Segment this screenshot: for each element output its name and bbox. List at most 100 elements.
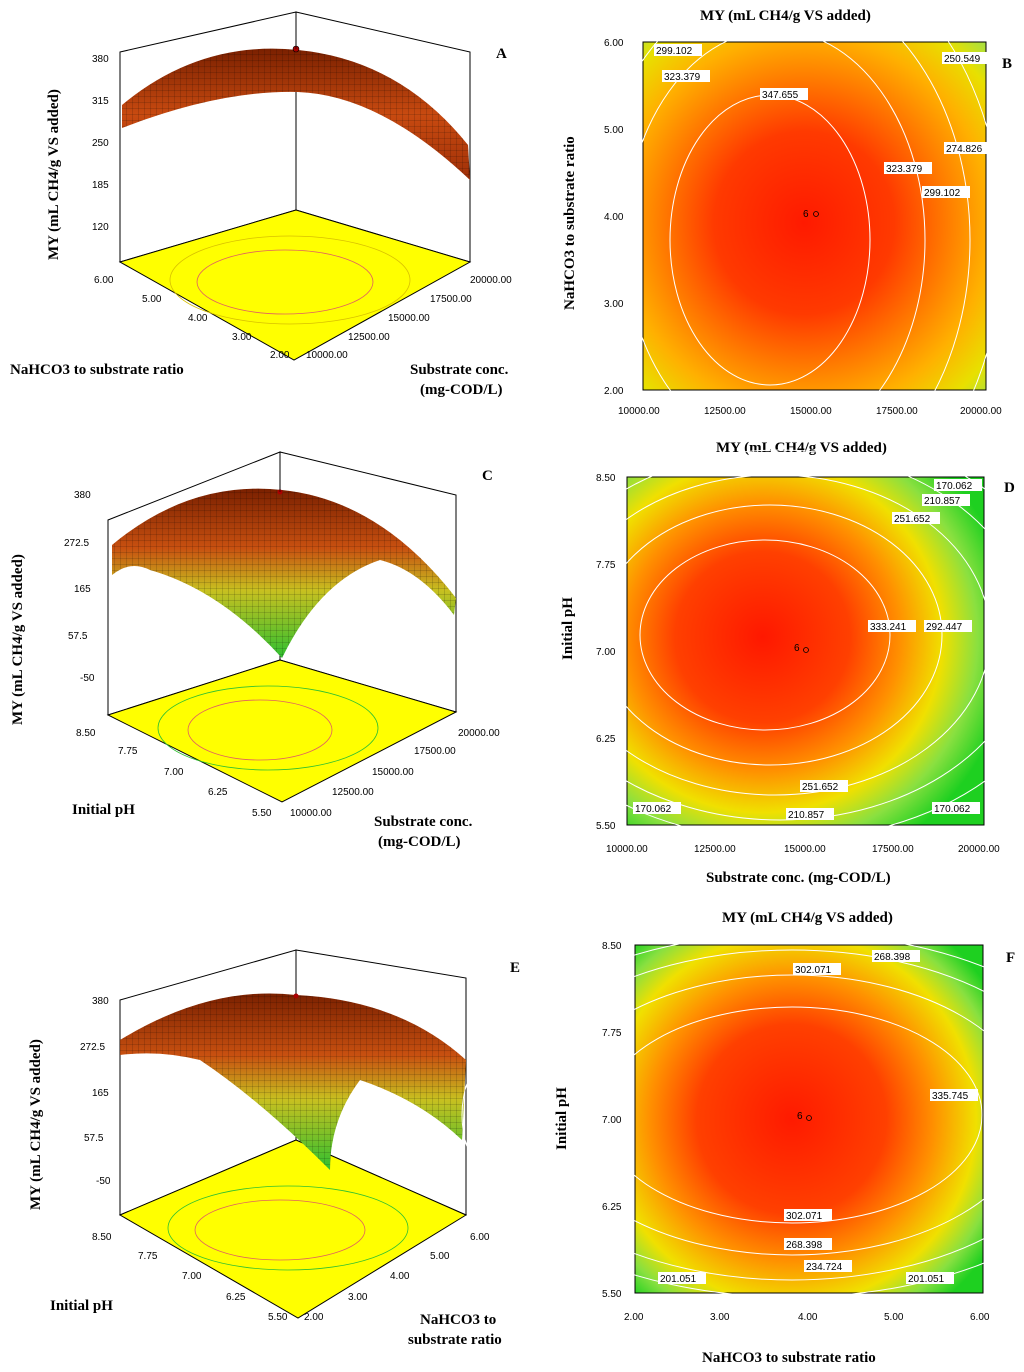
panel-f-contour-value: 268.398 — [786, 1240, 823, 1251]
panel-d-label-box — [934, 479, 982, 491]
panel-e-z-tick: 380 — [92, 996, 109, 1007]
panel-f-contour-line — [461, 932, 1024, 1298]
panel-c-x-tick: 6.25 — [208, 787, 228, 798]
panel-c-y-axis-label-line1: Substrate conc. — [374, 814, 473, 830]
panel-a-y-tick: 10000.00 — [306, 350, 348, 361]
panel-c-z-axis-label: MY (mL CH4/g VS added) — [10, 554, 26, 725]
panel-c-z-tick: 57.5 — [68, 631, 88, 642]
panel-d-contour-value: 170.062 — [635, 804, 672, 815]
panel-b-y-tick: 4.00 — [604, 212, 624, 223]
panel-a-x-ticks: 6.00 5.00 4.00 3.00 2.00 — [94, 275, 290, 361]
panel-a-x-tick: 2.00 — [270, 350, 290, 361]
panel-f-y-tick: 6.25 — [602, 1202, 622, 1213]
panel-f-label-box — [930, 1089, 978, 1101]
panel-b-label-box — [760, 88, 808, 100]
panel-f-x-tick: 6.00 — [970, 1312, 990, 1323]
panel-b-contour-value: 250.549 — [944, 54, 981, 65]
panel-c-y-ticks: 20000.00 17500.00 15000.00 12500.00 1000… — [290, 728, 500, 819]
panel-d-label-box — [868, 620, 916, 632]
panel-c-y-tick: 12500.00 — [332, 787, 374, 798]
panel-c-x-ticks: 8.50 7.75 7.00 6.25 5.50 — [76, 728, 272, 819]
panel-f-x-tick: 5.00 — [884, 1312, 904, 1323]
panel-f-x-tick: 4.00 — [798, 1312, 818, 1323]
panel-f-x-tick: 3.00 — [710, 1312, 730, 1323]
panel-d-contour-value: 210.857 — [924, 496, 961, 507]
panel-d-label-box — [924, 620, 972, 632]
panel-a-x-tick: 6.00 — [94, 275, 114, 286]
panel-d-x-tick: 10000.00 — [606, 844, 648, 855]
panel-b-contour-labels: 299.102 323.379 347.655 250.549 274.826 … — [654, 44, 992, 199]
panel-c-y-tick: 10000.00 — [290, 808, 332, 819]
panel-c-x-tick: 7.00 — [164, 767, 184, 778]
panel-e-z-ticks: 380 272.5 165 57.5 -50 — [80, 996, 111, 1187]
panel-d-y-ticks: 8.50 7.75 7.00 6.25 5.50 — [596, 473, 616, 832]
panel-a-y-ticks: 20000.00 17500.00 15000.00 12500.00 1000… — [306, 275, 512, 361]
panel-d-label-box — [633, 802, 681, 814]
panel-f-label-box — [784, 1209, 832, 1221]
panel-b-label: B — [1002, 56, 1012, 72]
panel-d-y-tick: 7.75 — [596, 560, 616, 571]
panel-d-contours — [499, 429, 1024, 841]
panel-d-contour-labels: 170.062 210.857 251.652 333.241 292.447 … — [633, 479, 982, 821]
panel-b-y-ticks: 6.00 5.00 4.00 3.00 2.00 — [604, 38, 624, 397]
panel-e-floor — [118, 1139, 468, 1319]
panel-e-y-axis-label-line2: substrate ratio — [408, 1332, 502, 1348]
panel-e-floor-contour — [194, 1199, 366, 1261]
panel-b-center-marker — [813, 211, 819, 217]
panel-d-center-point: 6 — [794, 643, 800, 654]
panel-b-contour-value: 299.102 — [924, 188, 961, 199]
panel-f-y-ticks: 8.50 7.75 7.00 6.25 5.50 — [602, 941, 622, 1300]
panel-d-contour-value: 251.652 — [802, 782, 839, 793]
panel-f-contour-plot: MY (mL CH4/g VS added) 6 302.071 268.398… — [461, 910, 1024, 1366]
panel-f-y-tick: 5.50 — [602, 1289, 622, 1300]
panel-a-z-ticks: 380 315 250 185 120 — [92, 54, 109, 233]
panel-b-title: MY (mL CH4/g VS added) — [700, 8, 871, 24]
panel-d-y-tick: 7.00 — [596, 647, 616, 658]
panel-c-surface-plot: C 380 272.5 165 57.5 -50 8.50 7.75 7.00 … — [10, 451, 500, 850]
panel-c-y-tick: 17500.00 — [414, 746, 456, 757]
panel-f-contour-value: 335.745 — [932, 1091, 969, 1102]
panel-c-y-tick: 15000.00 — [372, 767, 414, 778]
panel-b-label-box — [944, 142, 992, 154]
panel-b-contour-value: 274.826 — [946, 144, 983, 155]
panel-b-x-tick: 17500.00 — [876, 406, 918, 417]
panel-b-label-box — [922, 186, 970, 198]
panel-c-z-tick: -50 — [80, 673, 95, 684]
panel-c-floor-contour — [187, 699, 333, 761]
panel-a-x-tick: 4.00 — [188, 313, 208, 324]
panel-e-y-tick: 3.00 — [348, 1292, 368, 1303]
panel-e-x-tick: 8.50 — [92, 1232, 112, 1243]
panel-f-center-point: 6 — [797, 1111, 803, 1122]
panel-c-y-tick: 20000.00 — [458, 728, 500, 739]
panel-f-contour-line — [601, 1006, 983, 1224]
panel-a-surface-mesh — [122, 48, 470, 180]
panel-b-y-tick: 5.00 — [604, 125, 624, 136]
panel-e-x-axis-label: Initial pH — [50, 1298, 113, 1314]
panel-c-z-tick: 272.5 — [64, 538, 89, 549]
panel-c-z-tick: 165 — [74, 584, 91, 595]
panel-f-contour-value: 302.071 — [795, 965, 832, 976]
panel-d-contour-value: 292.447 — [926, 622, 963, 633]
panel-f-contours — [461, 932, 1024, 1298]
panel-d-label: D — [1004, 480, 1015, 496]
panel-e-z-tick: 165 — [92, 1088, 109, 1099]
panel-f-label: F — [1006, 950, 1015, 966]
panel-e-label: E — [510, 960, 520, 976]
panel-d-label-box — [786, 808, 834, 820]
panel-d-plot-area — [626, 476, 985, 826]
panel-c-label: C — [482, 468, 493, 484]
panel-b-center-point: 6 — [803, 209, 809, 220]
panel-e-x-tick: 6.25 — [226, 1292, 246, 1303]
panel-d-x-axis-label: Substrate conc. (mg-COD/L) — [706, 870, 891, 886]
panel-f-contour-value: 234.724 — [806, 1262, 843, 1273]
panel-b-x-tick: 15000.00 — [790, 406, 832, 417]
panel-e-z-tick: -50 — [96, 1176, 111, 1187]
panel-d-contour-value: 251.652 — [894, 514, 931, 525]
panel-e-surface-plot: E 380 272.5 165 57.5 -50 8.50 7.75 7.00 … — [28, 949, 520, 1348]
panel-a-y-tick: 12500.00 — [348, 332, 390, 343]
panel-d-contour-line — [639, 539, 891, 731]
panel-d-y-tick: 8.50 — [596, 473, 616, 484]
panel-a-y-tick: 20000.00 — [470, 275, 512, 286]
panel-f-contour-labels: 302.071 268.398 335.745 302.071 268.398 … — [658, 950, 978, 1285]
panel-b-label-box — [662, 70, 710, 82]
